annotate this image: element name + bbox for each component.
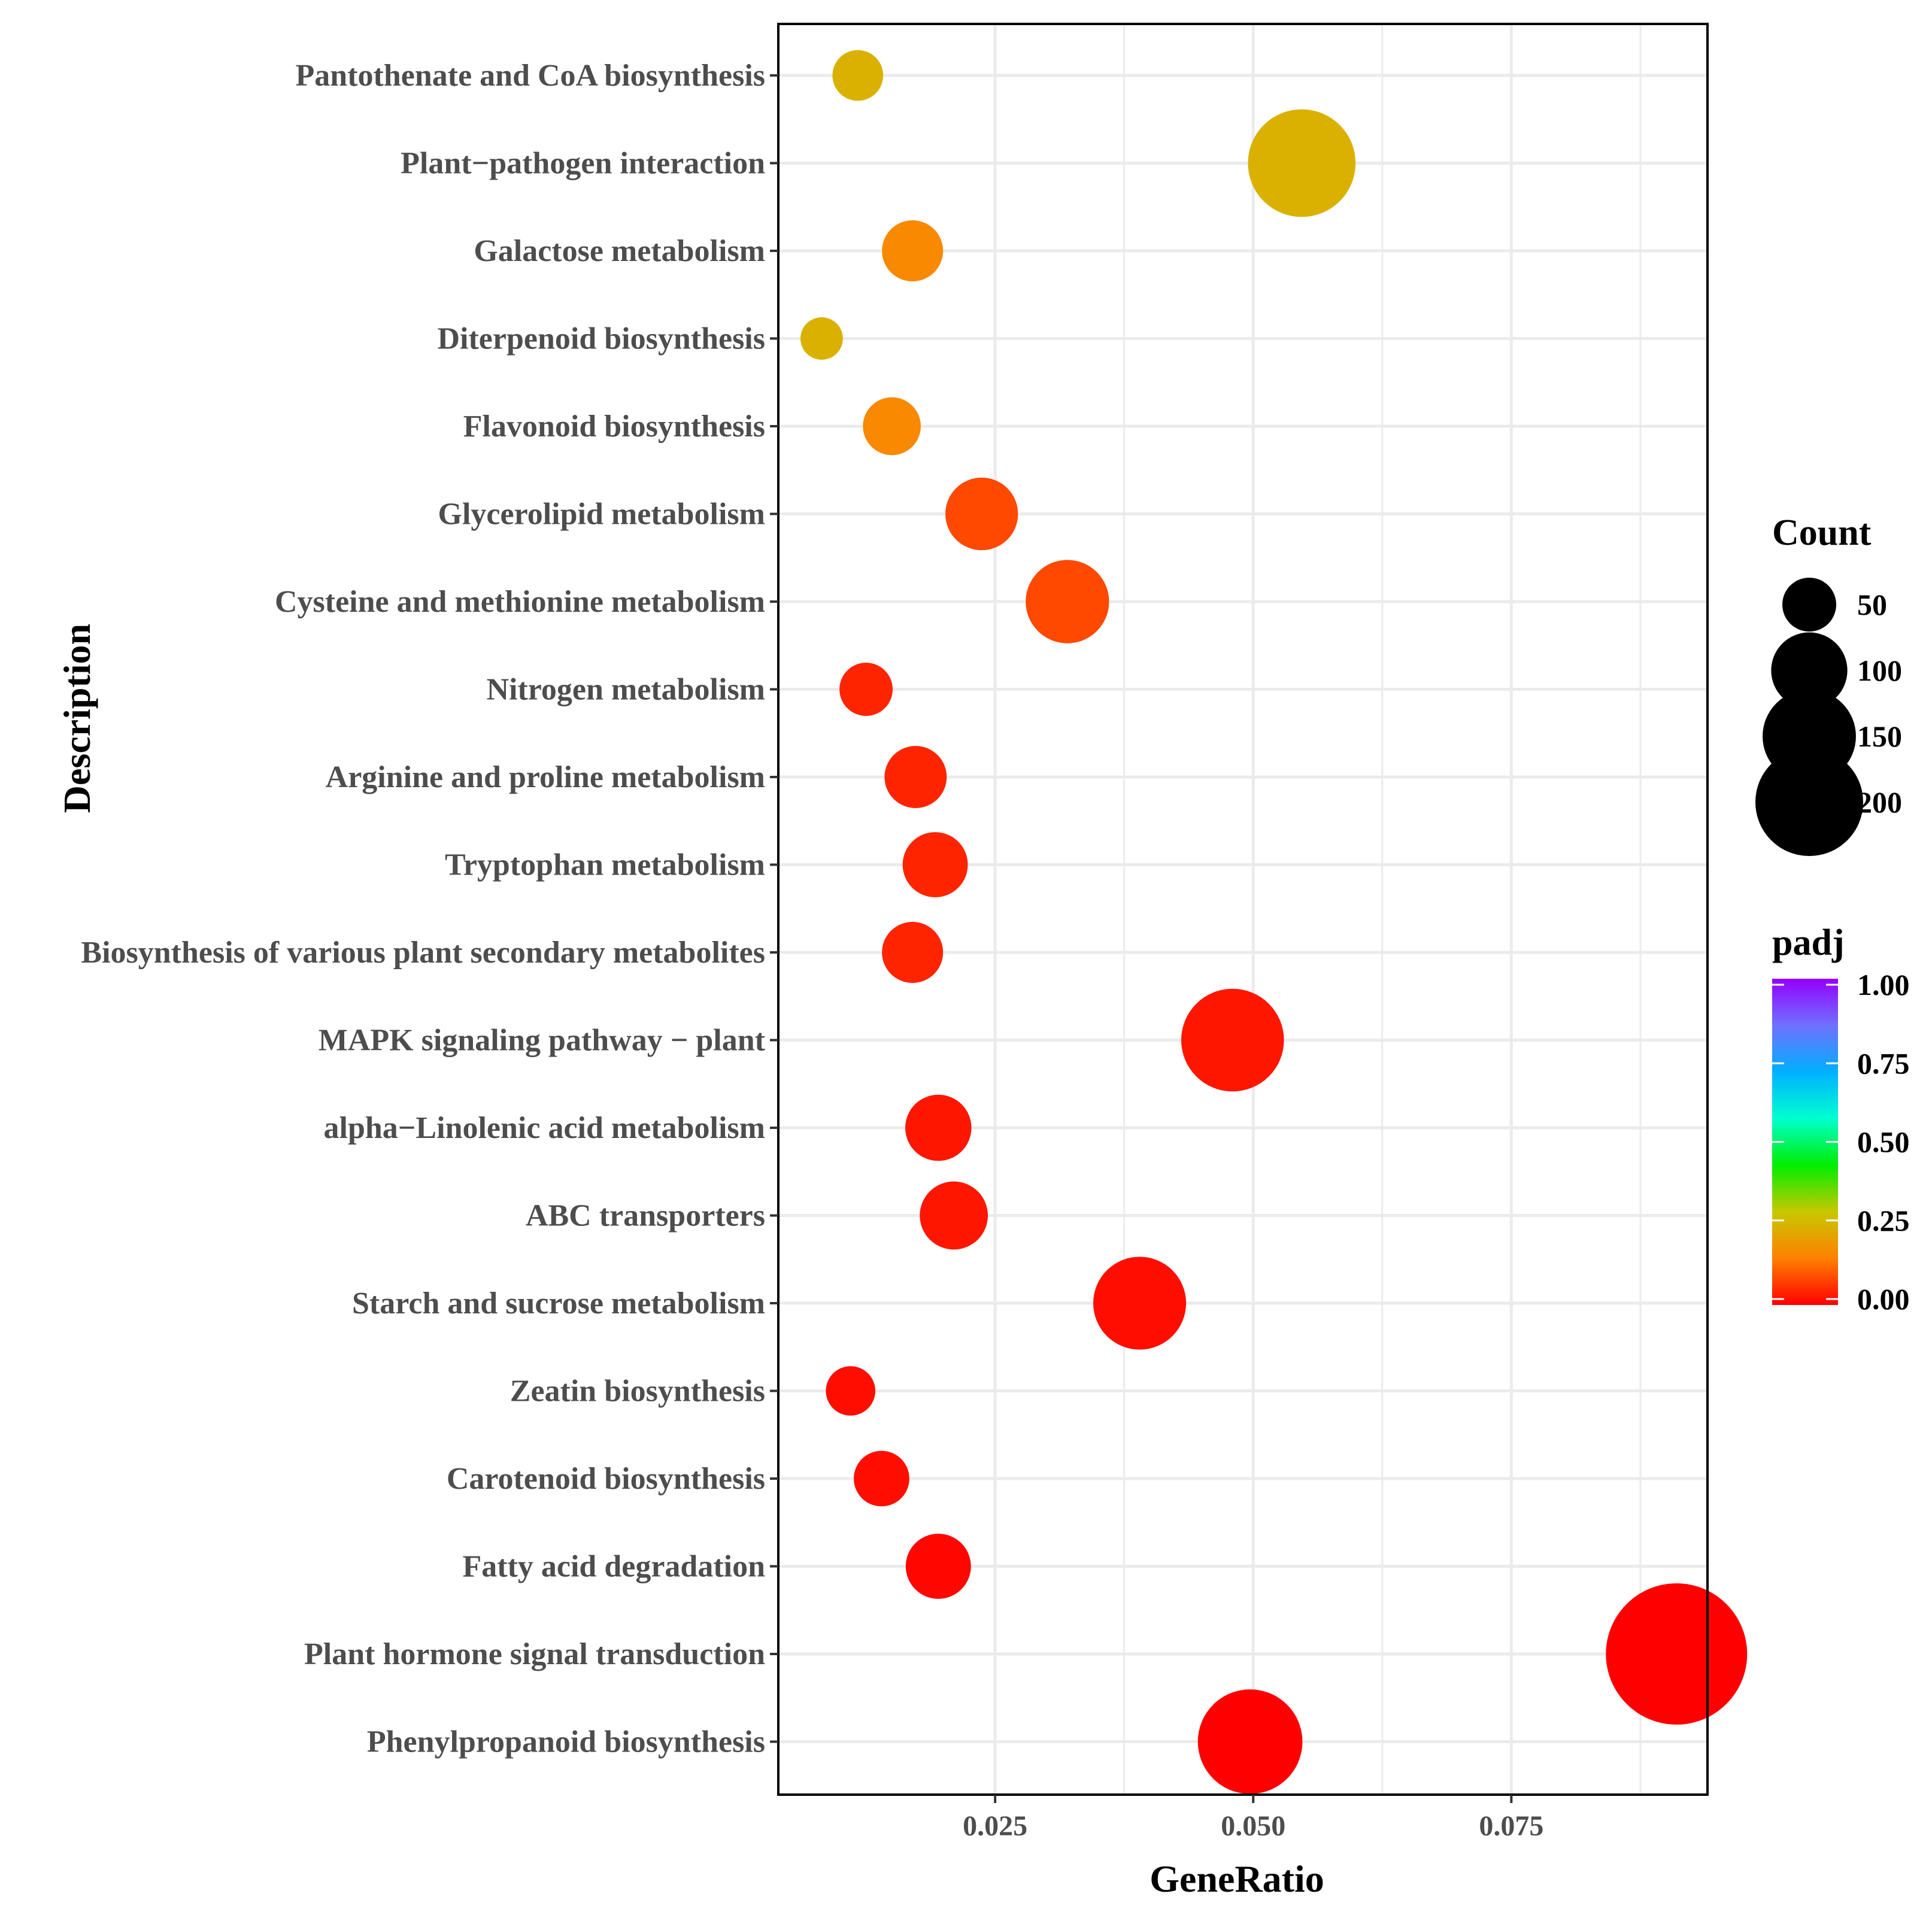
data-point — [1197, 1689, 1303, 1794]
y-tick-label: Plant−pathogen interaction — [401, 147, 765, 181]
y-axis-ticks: Pantothenate and CoA biosynthesis Plant−… — [81, 59, 778, 1759]
data-point — [1606, 1583, 1748, 1725]
y-tick-label: Plant hormone signal transduction — [304, 1637, 765, 1671]
data-point — [1093, 1256, 1187, 1350]
grid-lines — [778, 24, 1707, 1795]
y-tick-label: Phenylpropanoid biosynthesis — [367, 1725, 765, 1759]
padj-legend-label: 0.50 — [1857, 1125, 1910, 1159]
count-legend-label: 200 — [1857, 785, 1902, 819]
data-point — [905, 1094, 972, 1161]
data-points — [800, 50, 1748, 1794]
data-point — [800, 317, 843, 360]
y-tick-label: Cysteine and methionine metabolism — [275, 585, 765, 619]
x-tick-label: 0.075 — [1479, 1810, 1543, 1842]
y-tick-label: Starch and sucrose metabolism — [352, 1286, 765, 1321]
x-tick-label: 0.025 — [963, 1810, 1027, 1842]
padj-legend-label: 1.00 — [1857, 968, 1910, 1001]
data-point — [863, 397, 921, 456]
y-tick-label: Flavonoid biosynthesis — [463, 409, 765, 444]
data-point — [920, 1181, 988, 1250]
data-point — [1248, 109, 1356, 217]
plot-panel-border — [777, 23, 1709, 1796]
y-tick-label: Carotenoid biosynthesis — [447, 1462, 765, 1496]
y-axis-title: Description — [56, 624, 98, 813]
data-point — [902, 832, 968, 897]
y-tick-label: Zeatin biosynthesis — [510, 1374, 765, 1409]
y-tick-label: Arginine and proline metabolism — [326, 760, 765, 794]
y-tick-label: ABC transporters — [526, 1199, 765, 1233]
data-point — [882, 220, 944, 282]
y-tick-label: Nitrogen metabolism — [486, 673, 765, 707]
data-point — [882, 921, 944, 984]
x-axis-ticks: 0.025 0.050 0.075 — [963, 1795, 1543, 1842]
data-point — [832, 50, 884, 101]
y-tick-label: Diterpenoid biosynthesis — [437, 322, 765, 356]
y-tick-label: alpha−Linolenic acid metabolism — [324, 1111, 765, 1145]
x-tick-label: 0.050 — [1221, 1810, 1285, 1842]
count-legend-title: Count — [1772, 512, 1872, 553]
padj-legend-label: 0.75 — [1857, 1046, 1910, 1080]
x-axis-title: GeneRatio — [1150, 1858, 1324, 1900]
data-point — [905, 1534, 971, 1599]
y-tick-label: Biosynthesis of various plant secondary … — [81, 936, 765, 970]
y-tick-label: Glycerolipid metabolism — [438, 497, 765, 532]
padj-legend-label: 0.00 — [1857, 1282, 1910, 1316]
padj-legend: padj 1.00 0.75 0.50 0.25 0.00 — [1772, 922, 1910, 1316]
data-point — [1026, 560, 1109, 644]
y-tick-label: Pantothenate and CoA biosynthesis — [296, 59, 765, 93]
count-legend-key — [1755, 748, 1864, 857]
data-point — [884, 746, 947, 808]
count-legend-label: 50 — [1857, 588, 1887, 621]
y-tick-label: Galactose metabolism — [474, 234, 765, 268]
data-point — [945, 477, 1018, 551]
y-tick-label: MAPK signaling pathway − plant — [319, 1024, 766, 1058]
padj-legend-title: padj — [1772, 922, 1845, 963]
data-point — [826, 1366, 876, 1416]
data-point — [839, 663, 893, 716]
count-legend: Count 50 100 150 200 — [1755, 512, 1902, 857]
padj-legend-label: 0.25 — [1857, 1204, 1910, 1237]
count-legend-label: 150 — [1857, 720, 1902, 753]
count-legend-key — [1782, 577, 1837, 632]
y-tick-label: Fatty acid degradation — [462, 1550, 765, 1584]
count-legend-label: 100 — [1857, 654, 1902, 687]
y-tick-label: Tryptophan metabolism — [445, 848, 765, 882]
data-point — [854, 1450, 909, 1507]
data-point — [1181, 988, 1284, 1092]
count-legend-key — [1771, 632, 1848, 709]
